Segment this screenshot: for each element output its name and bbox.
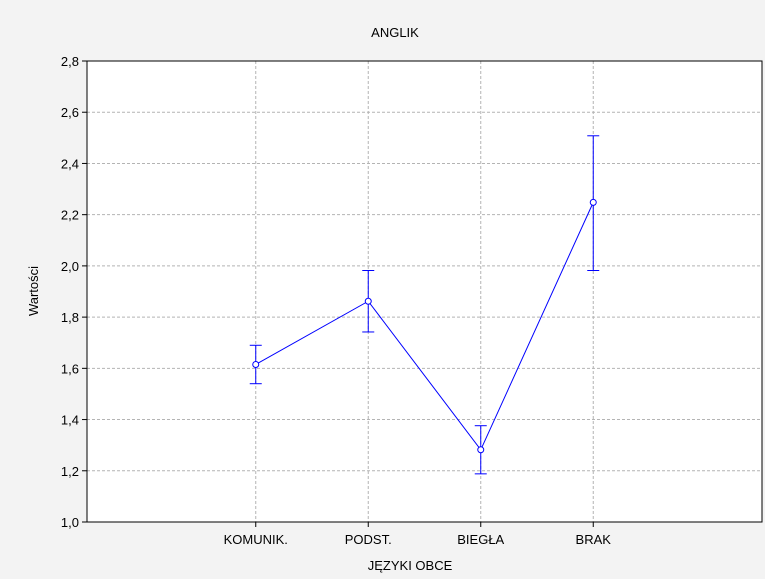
x-tick-label: PODST. <box>345 532 392 547</box>
chart-title: ANGLIK <box>371 25 419 40</box>
series-line <box>249 135 600 475</box>
x-tick-label: KOMUNIK. <box>224 532 288 547</box>
x-tick-label: BRAK <box>576 532 612 547</box>
y-tick-label: 1,2 <box>61 464 79 479</box>
y-axis: 1,0 1,2 1,4 1,6 1,8 2,0 2,2 2,4 2,6 2,8 <box>61 54 87 530</box>
y-axis-label: Wartości <box>26 266 41 316</box>
y-tick-label: 2,2 <box>61 208 79 223</box>
y-tick-label: 2,8 <box>61 54 79 69</box>
data-point <box>364 297 372 305</box>
x-axis-label: JĘZYKI OBCE <box>368 558 453 573</box>
series-line-path <box>255 202 594 451</box>
y-tick-label: 2,4 <box>61 156 79 171</box>
y-tick-label: 1,8 <box>61 310 79 325</box>
plot-area <box>87 61 762 522</box>
x-axis: KOMUNIK. PODST. BIEGŁA BRAK <box>224 522 612 547</box>
y-tick-label: 1,0 <box>61 515 79 530</box>
data-point <box>252 360 260 368</box>
y-tick-label: 2,6 <box>61 105 79 120</box>
y-tick-label: 2,0 <box>61 259 79 274</box>
x-tick-label: BIEGŁA <box>457 532 504 547</box>
plot-frame <box>86 60 763 523</box>
data-point <box>589 198 597 206</box>
y-tick-label: 1,4 <box>61 413 79 428</box>
y-tick-label: 1,6 <box>61 361 79 376</box>
data-point <box>477 446 485 454</box>
